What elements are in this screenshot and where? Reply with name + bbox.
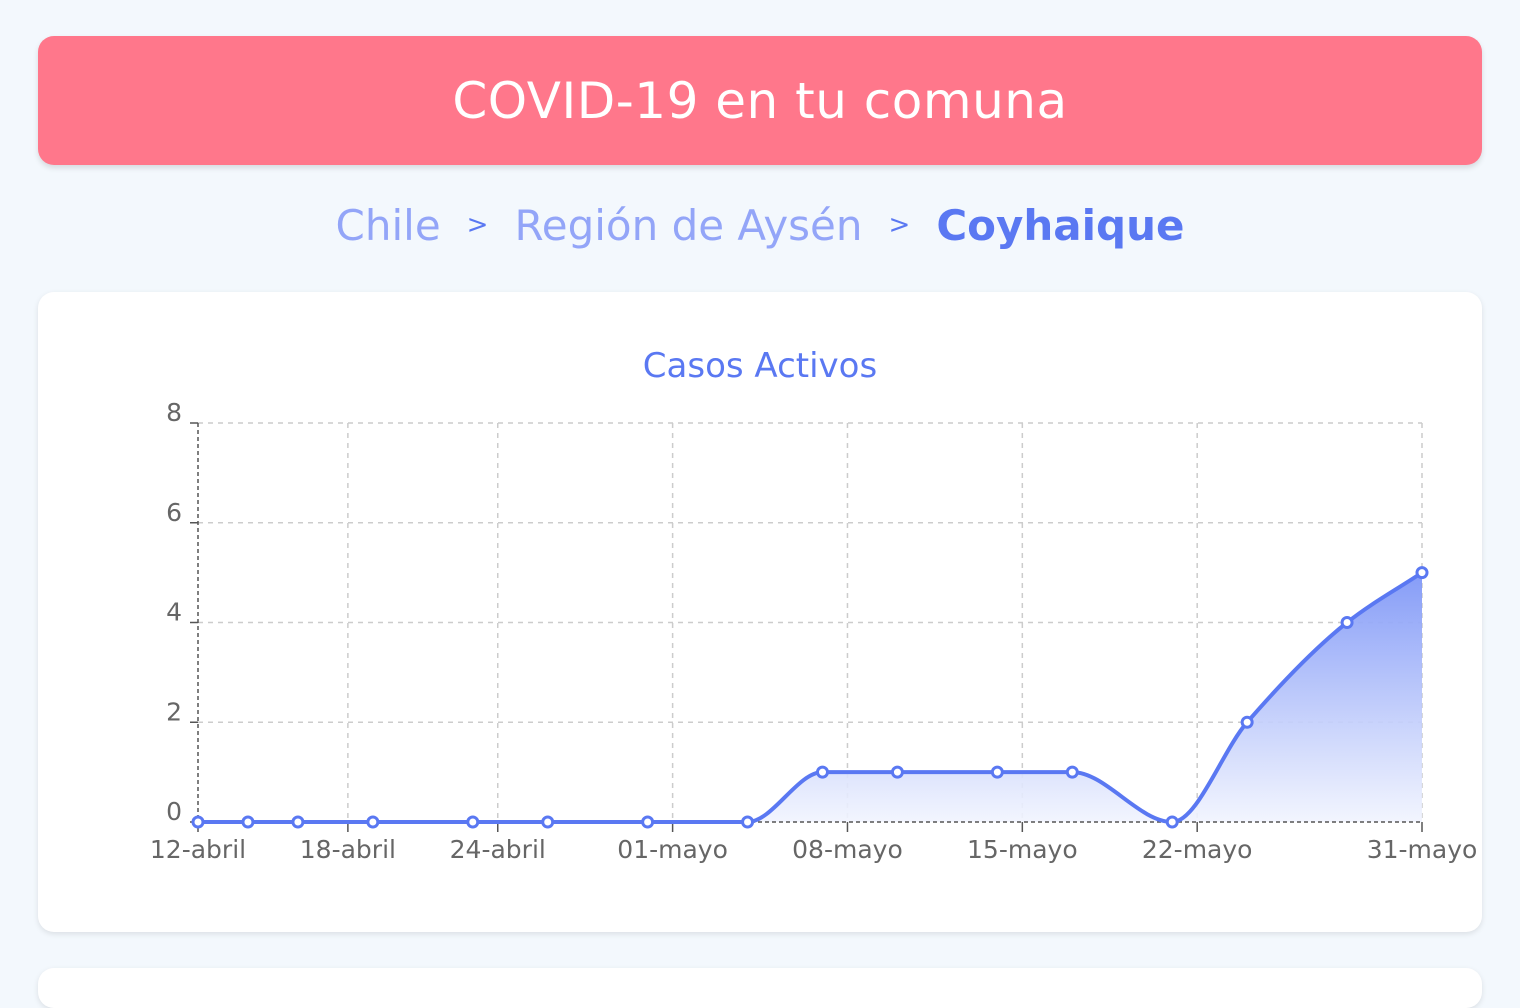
x-tick-label: 18-abril — [300, 835, 396, 864]
data-point — [191, 815, 205, 829]
breadcrumb-region[interactable]: Región de Aysén — [514, 200, 863, 250]
y-tick-label: 0 — [166, 797, 182, 826]
breadcrumb-commune: Coyhaique — [936, 200, 1185, 250]
y-tick-label: 6 — [166, 498, 182, 527]
y-tick-label: 2 — [166, 697, 182, 726]
breadcrumb: Chile > Región de Aysén > Coyhaique — [0, 190, 1520, 260]
data-point — [990, 765, 1004, 779]
chart-title: Casos Activos — [642, 346, 878, 386]
data-point — [291, 815, 305, 829]
data-point — [641, 815, 655, 829]
x-tick-label: 22-mayo — [1142, 835, 1253, 864]
data-point — [466, 815, 480, 829]
data-point — [890, 765, 904, 779]
data-point — [815, 765, 829, 779]
breadcrumb-country[interactable]: Chile — [335, 200, 441, 250]
data-point — [1165, 815, 1179, 829]
chart-card — [38, 292, 1482, 932]
data-point — [1240, 715, 1254, 729]
data-point — [366, 815, 380, 829]
y-tick-label: 8 — [166, 398, 182, 427]
data-point — [541, 815, 555, 829]
data-point — [1340, 616, 1354, 629]
x-tick-label: 15-mayo — [967, 835, 1078, 864]
series-area — [198, 572, 1422, 822]
data-point — [1415, 566, 1429, 580]
y-tick-label: 4 — [166, 598, 182, 627]
x-tick-label: 12-abril — [150, 835, 246, 864]
x-tick-label: 01-mayo — [617, 835, 728, 864]
app-header: COVID-19 en tu comuna — [38, 36, 1482, 165]
app-title: COVID-19 en tu comuna — [452, 71, 1068, 130]
data-point — [1065, 765, 1079, 779]
x-tick-label: 24-abril — [450, 835, 546, 864]
data-point — [741, 815, 755, 829]
breadcrumb-separator: > — [466, 210, 489, 240]
active-cases-chart: 0 2 4 6 8 12-abril 18-abril 24-abril 01-mayo 08-m… — [150, 398, 1478, 864]
x-tick-label: 31-mayo — [1367, 835, 1478, 864]
breadcrumb-separator: > — [888, 210, 911, 240]
data-point — [241, 815, 255, 829]
x-tick-label: 08-mayo — [792, 835, 903, 864]
